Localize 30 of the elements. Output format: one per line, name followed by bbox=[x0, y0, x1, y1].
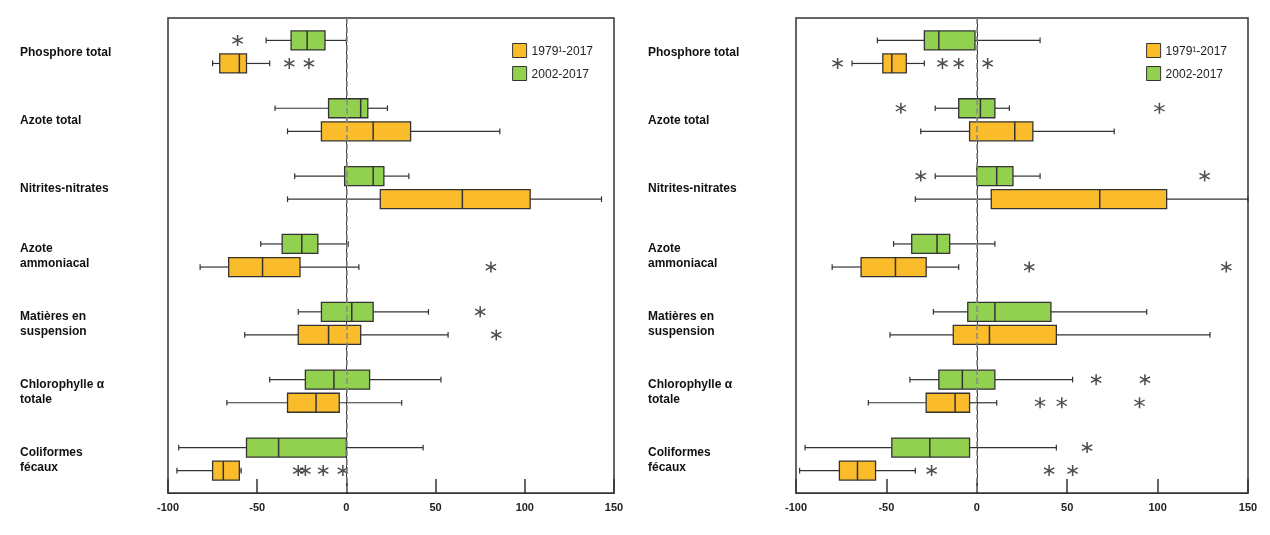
x-tick-label: 150 bbox=[1238, 500, 1258, 513]
y-tick-label: Azote total bbox=[648, 112, 710, 127]
y-tick-label: Matières en suspension bbox=[20, 308, 90, 338]
x-tick-label: 50 bbox=[429, 500, 442, 513]
y-tick-label: Phosphore total bbox=[648, 44, 740, 59]
x-tick-label: 0 bbox=[973, 500, 980, 513]
y-tick-label: Coliformes fécaux bbox=[648, 444, 715, 474]
x-tick-label: 100 bbox=[515, 500, 534, 513]
x-tick-label: 50 bbox=[1061, 500, 1074, 513]
y-tick-label: Nitrites-nitrates bbox=[20, 180, 110, 195]
legend-label: 1979¹-2017 bbox=[1165, 43, 1228, 58]
legend-label: 2002-2017 bbox=[531, 66, 590, 81]
y-tick-label: Matières en suspension bbox=[648, 308, 718, 338]
x-tick-label: 150 bbox=[604, 500, 624, 513]
y-tick-label: Azote total bbox=[20, 112, 82, 127]
y-tick-label: Azote ammoniacal bbox=[20, 241, 90, 270]
x-tick-label: -50 bbox=[878, 500, 895, 513]
y-tick-label: Chlorophylle α totale bbox=[648, 376, 736, 406]
y-tick-label: Phosphore total bbox=[20, 44, 112, 59]
legend-label: 2002-2017 bbox=[1165, 66, 1224, 81]
x-tick-label: -100 bbox=[156, 500, 180, 513]
x-tick-label: 0 bbox=[343, 500, 350, 513]
y-tick-label: Chlorophylle α totale bbox=[20, 376, 108, 406]
x-tick-label: 100 bbox=[1148, 500, 1167, 513]
y-tick-label: Nitrites-nitrates bbox=[648, 180, 738, 195]
y-tick-label: Coliformes fécaux bbox=[20, 444, 87, 474]
legend-label: 1979¹-2017 bbox=[531, 43, 594, 58]
x-tick-label: -100 bbox=[784, 500, 808, 513]
y-tick-label: Azote ammoniacal bbox=[648, 241, 718, 270]
x-tick-label: -50 bbox=[249, 500, 266, 513]
